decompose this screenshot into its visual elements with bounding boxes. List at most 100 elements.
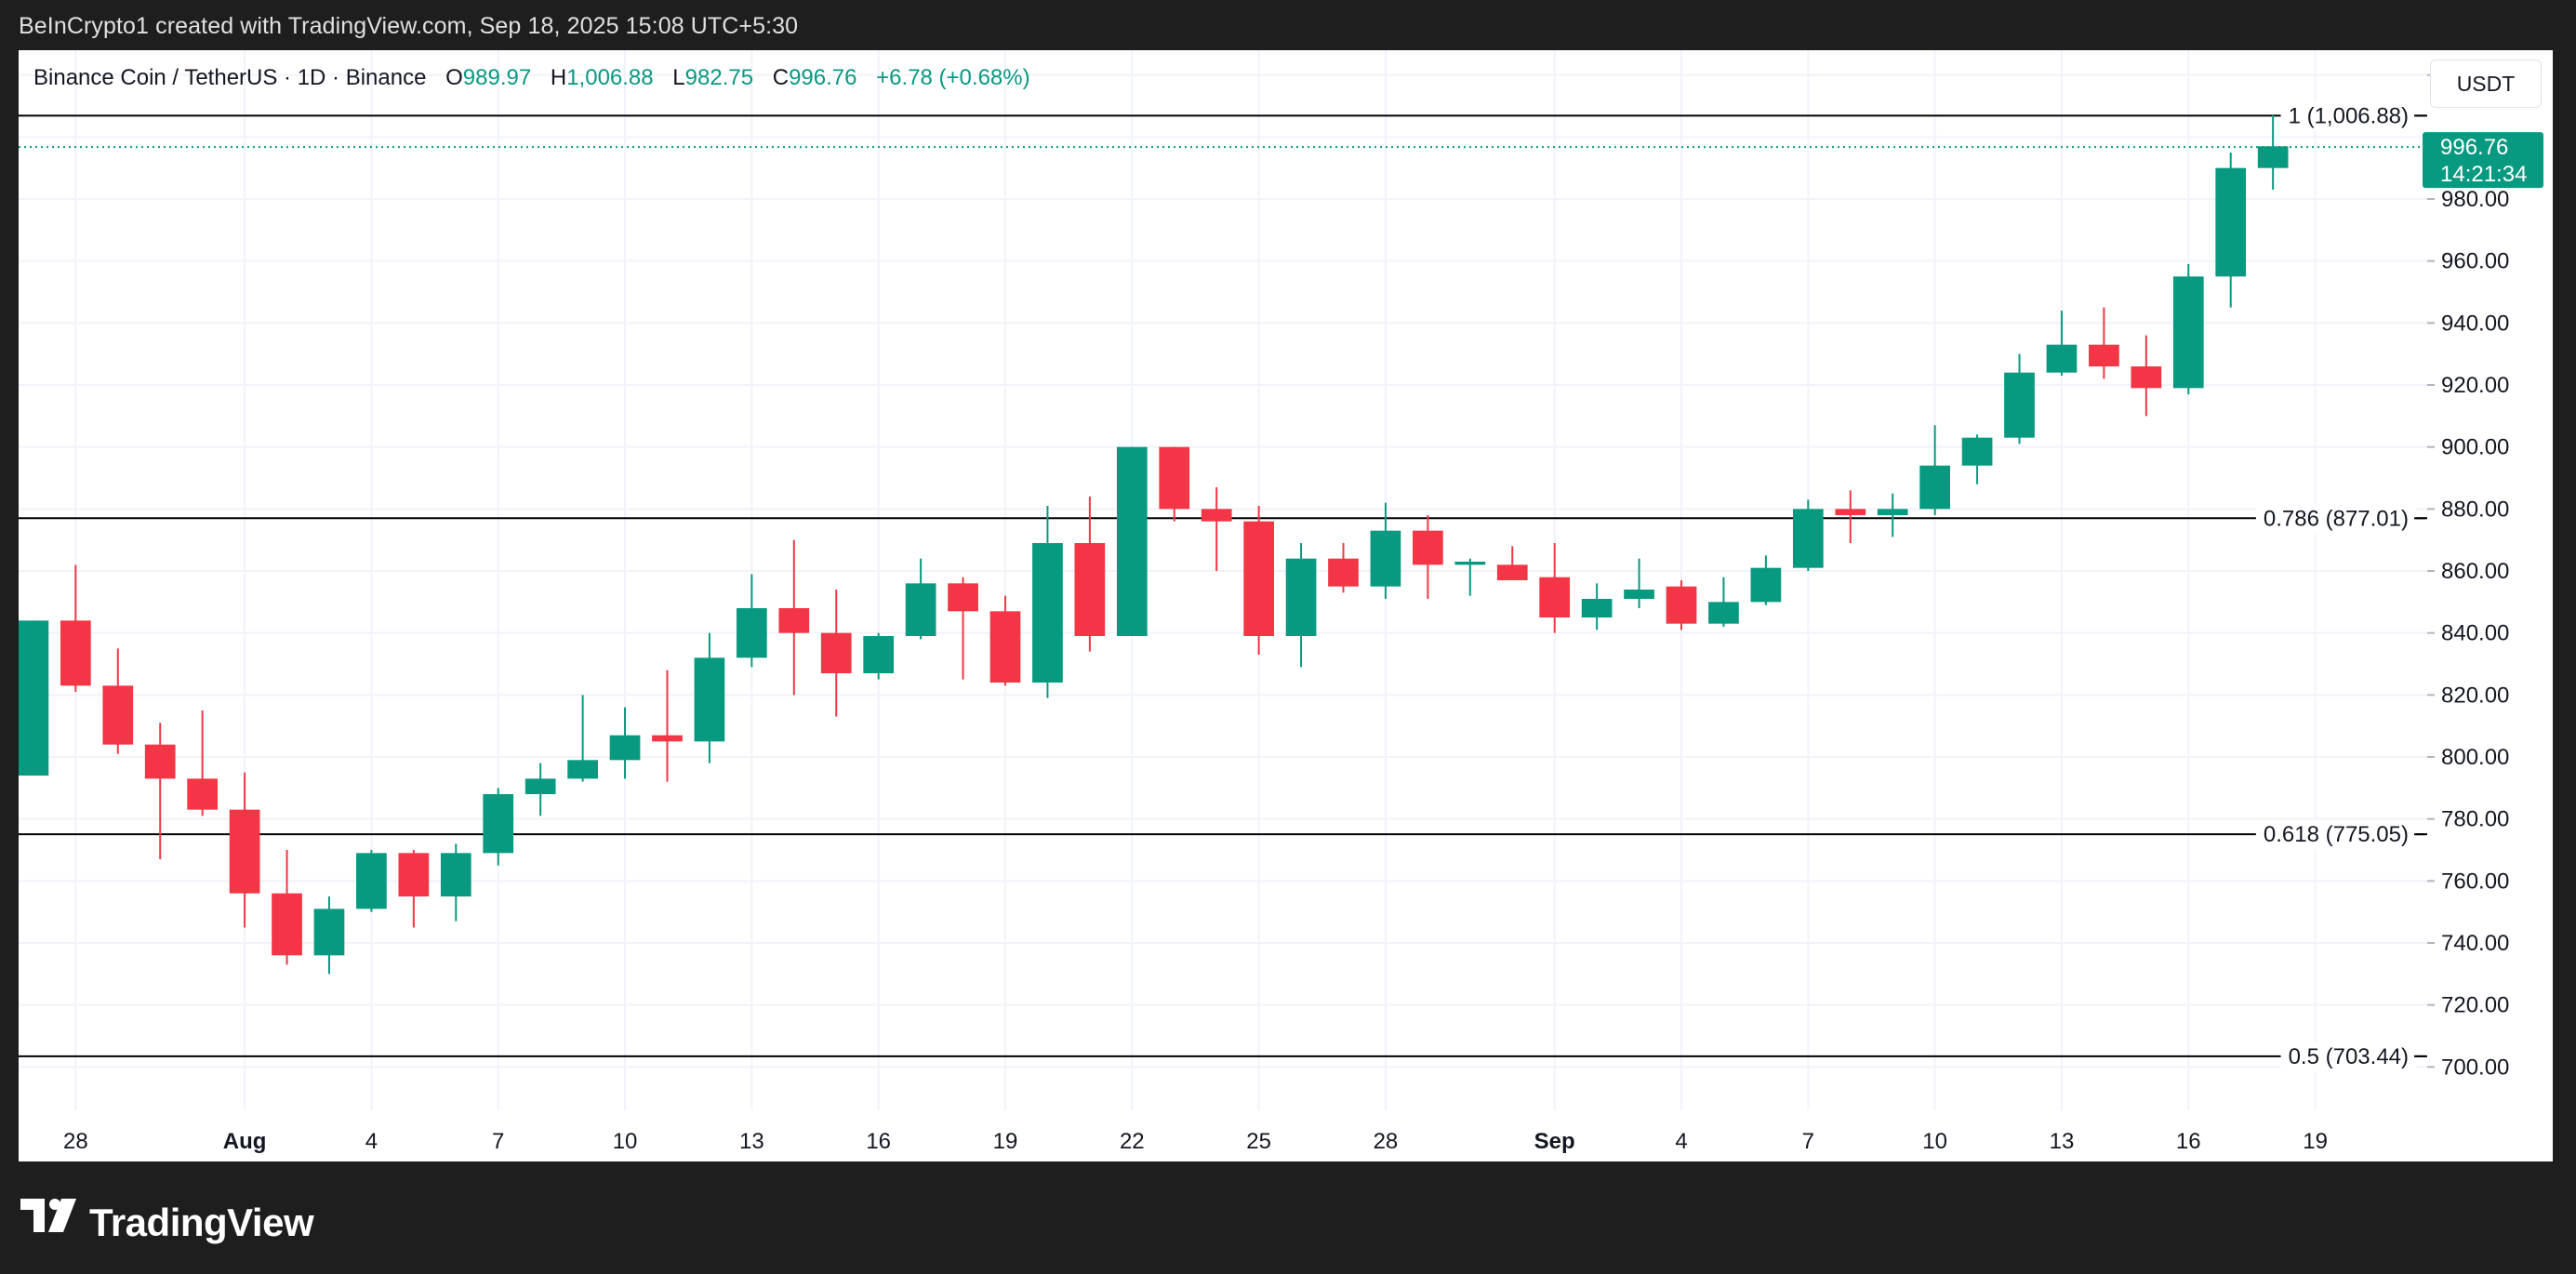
low-value: 982.75 bbox=[684, 65, 754, 90]
time-tick-label: 19 bbox=[993, 1129, 1018, 1154]
price-tick-label: 940.00 bbox=[2441, 311, 2509, 336]
candle-body bbox=[440, 853, 471, 896]
candle-body bbox=[1370, 530, 1401, 587]
candle-body bbox=[1074, 543, 1106, 636]
price-tick-label: 740.00 bbox=[2441, 931, 2509, 956]
price-tick-label: 860.00 bbox=[2441, 559, 2509, 584]
candle-body bbox=[652, 735, 683, 742]
grid-lines bbox=[19, 50, 2427, 1110]
time-tick-label: 16 bbox=[866, 1129, 891, 1154]
time-tick-label: 7 bbox=[1802, 1129, 1814, 1154]
candle-body bbox=[948, 583, 978, 612]
time-tick-label: 7 bbox=[492, 1129, 504, 1154]
candle bbox=[483, 788, 514, 866]
publisher-credit: BeInCrypto1 created with TradingView.com… bbox=[19, 13, 799, 39]
time-tick-label: 4 bbox=[365, 1129, 378, 1154]
symbol-name[interactable]: Binance Coin / TetherUS · 1D · Binance bbox=[33, 65, 427, 90]
close-value: 996.76 bbox=[789, 65, 857, 90]
candle bbox=[1708, 577, 1739, 627]
fib-label-bg bbox=[2280, 101, 2416, 131]
price-tick-label: 700.00 bbox=[2441, 1055, 2509, 1080]
candlesticks bbox=[19, 115, 2289, 975]
candle-body bbox=[1581, 599, 1613, 617]
time-tick-label: Sep bbox=[1534, 1129, 1575, 1154]
time-tick-label: 22 bbox=[1120, 1129, 1145, 1154]
candle bbox=[1370, 502, 1401, 599]
candle bbox=[2257, 115, 2289, 190]
time-tick-label: 16 bbox=[2176, 1129, 2201, 1154]
candle-body bbox=[1877, 509, 1908, 515]
price-tick-label: 840.00 bbox=[2441, 621, 2509, 646]
candle-body bbox=[1328, 558, 1359, 587]
candle bbox=[694, 632, 725, 763]
time-tick-label: 10 bbox=[613, 1129, 638, 1154]
fib-level: 1 (1,006.88) bbox=[19, 101, 2427, 131]
time-axis-background bbox=[19, 1110, 2427, 1161]
candle-body bbox=[863, 636, 895, 673]
candle bbox=[1074, 497, 1106, 652]
candle bbox=[144, 723, 176, 859]
open-value: 989.97 bbox=[462, 65, 532, 90]
candle bbox=[863, 632, 895, 680]
candle-body bbox=[1285, 558, 1317, 636]
candle bbox=[2131, 335, 2162, 417]
candle bbox=[1328, 543, 1359, 593]
price-tick-label: 920.00 bbox=[2441, 373, 2509, 398]
candle bbox=[1792, 499, 1824, 571]
candle bbox=[398, 850, 430, 928]
candle bbox=[1243, 506, 1274, 655]
candle bbox=[272, 850, 302, 965]
candle-body bbox=[989, 611, 1021, 683]
candle-body bbox=[1835, 509, 1866, 515]
candle bbox=[229, 772, 260, 928]
candle bbox=[60, 564, 91, 692]
chart-panel[interactable]: 1 (1,006.88) 0.786 (877.01) 0.618 (775.05)… bbox=[19, 50, 2553, 1161]
candle-body bbox=[1750, 567, 1782, 603]
currency-selector[interactable]: USDT bbox=[2430, 60, 2542, 108]
candle-body bbox=[1201, 509, 1232, 522]
candle bbox=[609, 707, 641, 779]
candle bbox=[1032, 506, 1063, 698]
candle bbox=[187, 710, 219, 816]
time-tick-label: 4 bbox=[1675, 1129, 1687, 1154]
candle-body bbox=[272, 893, 302, 956]
price-axis[interactable]: 700.00 720.00 740.00 760.00 780.00 800.00 820.… bbox=[2427, 50, 2553, 1161]
candle bbox=[19, 620, 49, 776]
candle bbox=[737, 574, 767, 668]
candle bbox=[820, 590, 852, 717]
candle-body bbox=[483, 794, 514, 854]
candle bbox=[1496, 546, 1528, 580]
candle bbox=[102, 648, 134, 754]
candle bbox=[1919, 425, 1950, 515]
candle bbox=[778, 539, 810, 696]
candle-body bbox=[1413, 530, 1443, 565]
fib-level: 0.618 (775.05) bbox=[19, 820, 2427, 850]
symbol-legend: Binance Coin / TetherUS · 1D · Binance O… bbox=[33, 65, 1030, 91]
candle-body bbox=[1666, 586, 1697, 624]
price-tick-label: 900.00 bbox=[2441, 435, 2509, 460]
price-tick-label: 960.00 bbox=[2441, 249, 2509, 274]
candle-body bbox=[2257, 146, 2289, 168]
fib-label: 0.5 (703.44) bbox=[2289, 1044, 2409, 1069]
tradingview-logo-icon[interactable] bbox=[20, 1199, 80, 1232]
price-tag-value: 996.76 bbox=[2440, 135, 2508, 160]
candle bbox=[652, 670, 683, 782]
time-tick-label: Aug bbox=[223, 1129, 267, 1154]
candle-body bbox=[1919, 465, 1950, 510]
candle-body bbox=[1539, 577, 1571, 617]
price-tick-label: 820.00 bbox=[2441, 683, 2509, 708]
time-tick-label: 19 bbox=[2303, 1129, 2328, 1154]
price-chart[interactable]: 1 (1,006.88) 0.786 (877.01) 0.618 (775.05)… bbox=[19, 50, 2553, 1161]
candle bbox=[2046, 311, 2078, 376]
candle bbox=[1116, 446, 1148, 636]
candle-body bbox=[19, 620, 49, 776]
candle bbox=[1581, 583, 1613, 630]
footer: TradingView bbox=[0, 1161, 2576, 1274]
candle bbox=[356, 850, 387, 912]
candle bbox=[440, 843, 471, 922]
candle-body bbox=[1159, 446, 1190, 510]
time-axis[interactable]: 28 Aug 4 7 10 13 16 19 22 25 28 Sep 4 7 10 13 16 19 bbox=[19, 1110, 2427, 1161]
tradingview-brand[interactable]: TradingView bbox=[89, 1201, 314, 1244]
candle bbox=[1961, 434, 1993, 484]
candle-body bbox=[1792, 509, 1824, 568]
